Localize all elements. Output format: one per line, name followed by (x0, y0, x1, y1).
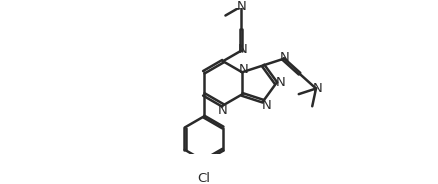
Text: N: N (261, 99, 271, 112)
Text: N: N (276, 76, 286, 89)
Text: N: N (313, 82, 322, 95)
Text: Cl: Cl (197, 172, 210, 184)
Text: N: N (236, 0, 246, 13)
Text: N: N (238, 43, 247, 56)
Text: N: N (239, 63, 248, 76)
Text: N: N (280, 51, 290, 64)
Text: N: N (218, 104, 228, 117)
